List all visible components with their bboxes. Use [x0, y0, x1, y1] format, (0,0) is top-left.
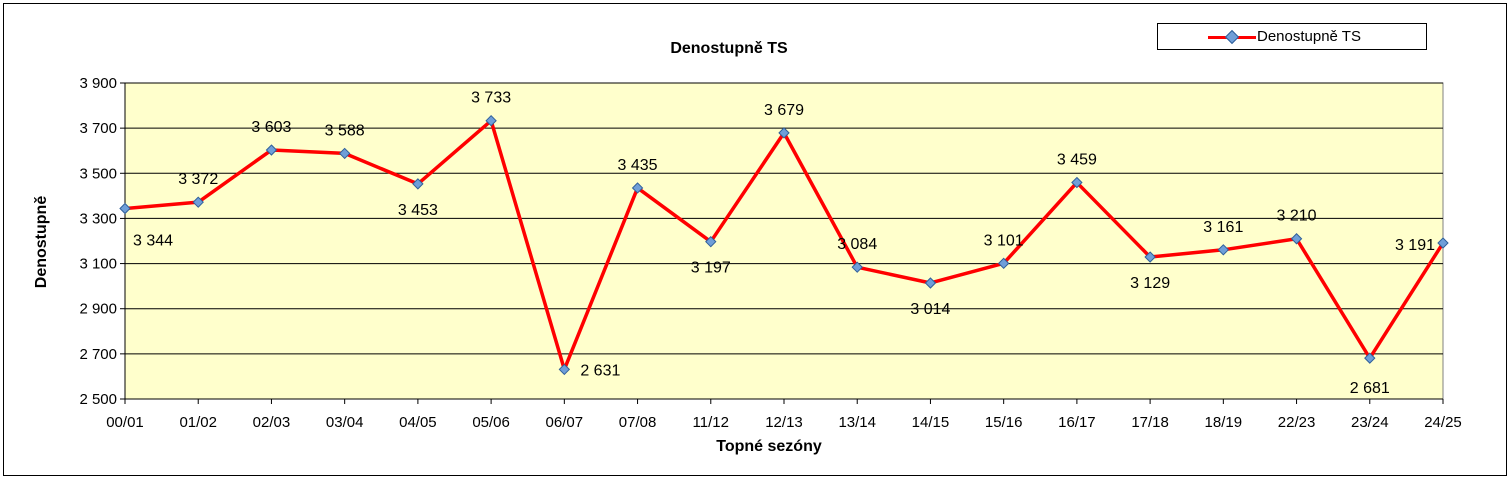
- data-label: 3 344: [133, 232, 173, 249]
- x-tick-label: 00/01: [106, 414, 144, 431]
- data-label: 3 603: [251, 119, 291, 136]
- x-tick-label: 06/07: [546, 414, 584, 431]
- y-tick-label: 3 700: [79, 120, 117, 137]
- x-tick-label: 07/08: [619, 414, 657, 431]
- y-tick-label: 2 900: [79, 301, 117, 318]
- data-label: 3 588: [325, 122, 365, 139]
- series-group: [119, 114, 1449, 376]
- legend-label: Denostupně TS: [1257, 28, 1361, 45]
- data-label: 3 459: [1057, 152, 1097, 169]
- data-point-marker: [265, 144, 278, 156]
- data-label: 3 210: [1277, 208, 1317, 225]
- x-tick-label: 18/19: [1205, 414, 1243, 431]
- y-tick-label: 2 700: [79, 346, 117, 363]
- x-tick-label: 13/14: [838, 414, 876, 431]
- data-label: 3 372: [178, 171, 218, 188]
- x-axis-title: Topné sezóny: [716, 438, 822, 455]
- legend: Denostupně TS: [1157, 23, 1427, 50]
- x-tick-label: 24/25: [1424, 414, 1462, 431]
- gridlines: [125, 82, 1443, 355]
- data-point-marker: [851, 261, 863, 273]
- data-labels: 3 344 3 372 3 603 3 588 3 453 3 733 2 631 3 435…: [133, 90, 1435, 397]
- y-tick-label: 3 900: [79, 75, 117, 92]
- data-point-marker: [485, 114, 497, 127]
- data-label: 3 679: [764, 102, 804, 119]
- legend-diamond-marker: [1224, 29, 1240, 45]
- data-label: 3 435: [618, 157, 658, 174]
- x-tick-label: 23/24: [1351, 414, 1389, 431]
- y-tick-label: 3 500: [79, 165, 117, 182]
- data-point-marker: [558, 363, 571, 376]
- data-point-marker: [1437, 237, 1449, 249]
- data-point-marker: [192, 196, 204, 208]
- x-tick-label: 16/17: [1058, 414, 1096, 431]
- data-point-marker: [1071, 176, 1083, 189]
- x-tick-label: 04/05: [399, 414, 437, 431]
- data-label: 3 014: [910, 301, 950, 318]
- data-label: 3 101: [984, 232, 1024, 249]
- data-point-marker: [1290, 233, 1303, 245]
- x-tick-label: 17/18: [1131, 414, 1169, 431]
- data-point-marker: [778, 127, 790, 139]
- y-tick-label: 3 300: [79, 210, 117, 227]
- data-label: 2 681: [1350, 380, 1390, 397]
- data-label: 3 191: [1395, 237, 1435, 254]
- data-label: 3 733: [471, 90, 511, 107]
- chart-title: Denostupně TS: [670, 40, 788, 57]
- data-label: 3 453: [398, 202, 438, 219]
- y-axis-title: Denostupně: [33, 196, 50, 289]
- data-label: 2 631: [580, 362, 620, 379]
- data-label: 3 161: [1203, 219, 1243, 236]
- y-tick-label: 3 100: [79, 256, 117, 273]
- x-tick-label: 03/04: [326, 414, 364, 431]
- x-tick-label: 14/15: [912, 414, 950, 431]
- data-point-marker: [924, 277, 937, 289]
- y-axis-ticks: 2 500 2 700 2 900 3 100 3 300 3 500 3 700 3 900: [79, 75, 125, 408]
- data-point-marker: [338, 147, 351, 160]
- data-label: 3 197: [691, 260, 731, 277]
- data-point-marker: [705, 235, 717, 248]
- data-point-marker: [412, 178, 424, 190]
- x-tick-label: 01/02: [179, 414, 217, 431]
- data-point-marker: [119, 202, 131, 215]
- data-point-marker: [1364, 352, 1376, 364]
- x-tick-label: 05/06: [472, 414, 510, 431]
- data-point-marker: [997, 257, 1010, 270]
- x-tick-label: 12/13: [765, 414, 803, 431]
- x-tick-label: 02/03: [253, 414, 291, 431]
- y-tick-label: 2 500: [79, 391, 117, 408]
- x-tick-label: 11/12: [693, 414, 729, 431]
- x-tick-label: 22/23: [1278, 414, 1316, 431]
- data-label: 3 084: [837, 236, 877, 253]
- x-axis-ticks: 00/01 01/02 02/03 03/04 04/05 05/06 06/07 07/08…: [106, 399, 1462, 431]
- data-point-marker: [631, 182, 644, 194]
- data-point-marker: [1144, 251, 1156, 263]
- data-label: 3 129: [1130, 275, 1170, 292]
- x-tick-label: 15/16: [985, 414, 1023, 431]
- data-point-marker: [1217, 244, 1230, 256]
